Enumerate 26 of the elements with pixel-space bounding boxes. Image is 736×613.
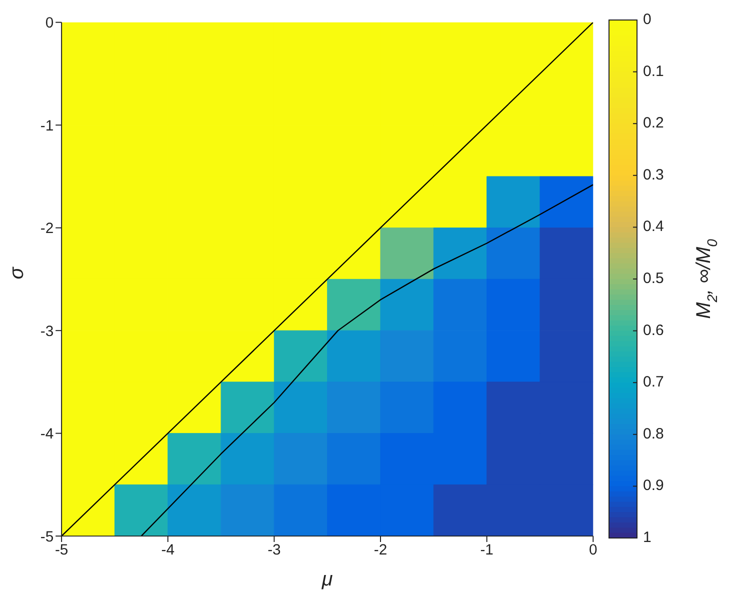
color-bar-label: 0.8 bbox=[643, 425, 664, 442]
color-bar-label: 0.5 bbox=[643, 270, 664, 287]
x-axis-title: μ bbox=[320, 568, 333, 591]
x-tick-label: -5 bbox=[54, 542, 68, 559]
color-bar-label: 0 bbox=[643, 10, 652, 28]
x-tick-label: 0 bbox=[588, 542, 598, 559]
x-tick-label: -3 bbox=[268, 542, 281, 559]
color-bar-label: 1 bbox=[643, 528, 652, 546]
y-tick-label: -2 bbox=[40, 221, 54, 238]
y-tick-label: -5 bbox=[40, 529, 54, 546]
x-tick-label: -1 bbox=[480, 542, 494, 559]
color-bar-label: 0.2 bbox=[643, 114, 664, 132]
y-tick-label: 0 bbox=[45, 16, 54, 32]
x-tick-label: -4 bbox=[161, 542, 174, 559]
color-bar-label: 0.9 bbox=[643, 477, 664, 494]
line-series bbox=[140, 184, 594, 536]
color-bar-label: 0.1 bbox=[643, 62, 664, 80]
color-bar-label: 0.7 bbox=[643, 374, 664, 391]
y-tick-label: -4 bbox=[40, 426, 54, 443]
x-tick-label: -2 bbox=[374, 542, 388, 559]
y-tick-label: -3 bbox=[40, 324, 54, 340]
y-tick-label: -1 bbox=[40, 118, 54, 134]
color-bar-label: 0.4 bbox=[643, 218, 664, 236]
color-bar-label: 0.6 bbox=[643, 322, 664, 339]
y-axis-title: σ bbox=[6, 266, 28, 280]
color-bar-label: 0.3 bbox=[643, 166, 664, 184]
